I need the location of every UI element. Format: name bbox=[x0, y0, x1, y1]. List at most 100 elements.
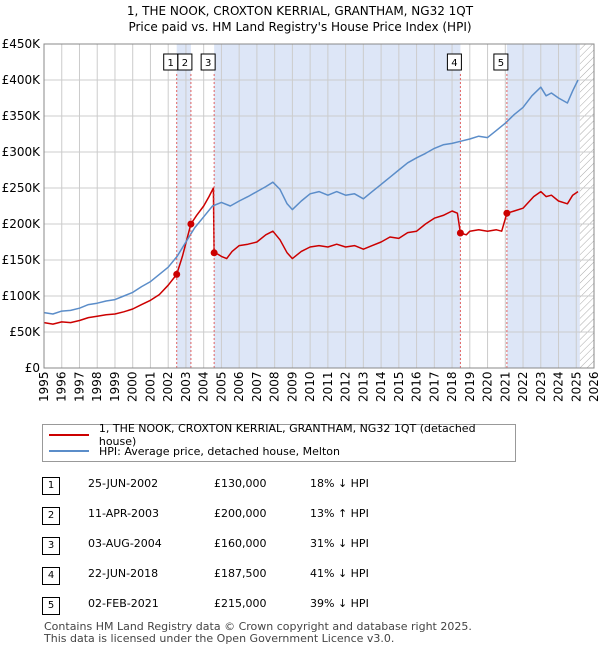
sale-date: 25-JUN-2002 bbox=[88, 477, 159, 490]
x-tick-label: 2008 bbox=[268, 371, 282, 402]
sale-price: £200,000 bbox=[214, 507, 267, 520]
legend: 1, THE NOOK, CROXTON KERRIAL, GRANTHAM, … bbox=[42, 422, 516, 462]
x-tick-label: 2017 bbox=[427, 371, 441, 402]
x-tick-label: 2007 bbox=[250, 371, 264, 402]
x-tick-label: 2024 bbox=[552, 371, 566, 402]
sale-price: £130,000 bbox=[214, 477, 267, 490]
x-tick-label: 2012 bbox=[339, 371, 353, 402]
x-tick-label: 2026 bbox=[587, 371, 600, 402]
legend-hpi-label: HPI: Average price, detached house, Melt… bbox=[99, 444, 340, 458]
sale-marker-label: 5 bbox=[498, 58, 504, 69]
sale-marker-box bbox=[493, 53, 509, 71]
table-row: 2 11-APR-2003 £200,000 13% ↑ HPI bbox=[42, 504, 442, 525]
x-tick-label: 2023 bbox=[534, 371, 548, 402]
sale-date: 02-FEB-2021 bbox=[88, 597, 159, 610]
y-tick-label: £350K bbox=[2, 109, 42, 123]
plot-frame bbox=[43, 43, 595, 369]
table-row: 5 02-FEB-2021 £215,000 39% ↓ HPI bbox=[42, 594, 442, 615]
x-tick-label: 1996 bbox=[55, 371, 69, 402]
chart-subtitle: Price paid vs. HM Land Registry's House … bbox=[128, 20, 472, 34]
y-tick-label: £0 bbox=[25, 361, 40, 375]
x-tick-label: 2002 bbox=[161, 371, 175, 402]
sale-date: 11-APR-2003 bbox=[88, 507, 160, 520]
footer-copyright: Contains HM Land Registry data © Crown c… bbox=[44, 620, 472, 633]
y-tick-label: £200K bbox=[2, 217, 42, 231]
shaded-interval bbox=[176, 44, 191, 368]
sale-marker-label: 2 bbox=[182, 58, 188, 69]
y-tick-label: £50K bbox=[9, 325, 41, 339]
table-row: 1 25-JUN-2002 £130,000 18% ↓ HPI bbox=[42, 474, 442, 495]
sale-number-badge: 3 bbox=[42, 537, 60, 555]
x-tick-label: 2006 bbox=[232, 371, 246, 402]
x-tick-label: 1995 bbox=[37, 371, 51, 402]
y-tick-label: £150K bbox=[2, 253, 42, 267]
legend-hpi-swatch bbox=[49, 450, 89, 452]
x-tick-label: 2010 bbox=[303, 371, 317, 402]
sale-hpi-diff: 13% ↑ HPI bbox=[310, 507, 369, 520]
sale-point bbox=[456, 229, 464, 237]
sale-number-badge: 1 bbox=[42, 477, 60, 495]
legend-price-label: 1, THE NOOK, CROXTON KERRIAL, GRANTHAM, … bbox=[98, 422, 476, 448]
sale-point bbox=[173, 270, 181, 278]
x-tick-label: 1997 bbox=[72, 371, 86, 402]
sale-point bbox=[187, 220, 195, 228]
sale-marker-label: 1 bbox=[168, 58, 174, 69]
x-tick-label: 2015 bbox=[392, 371, 406, 402]
x-tick-label: 2018 bbox=[445, 371, 459, 402]
x-tick-label: 2003 bbox=[179, 371, 193, 402]
legend-item-hpi: HPI: Average price, detached house, Melt… bbox=[49, 443, 340, 459]
sale-number-badge: 2 bbox=[42, 507, 60, 525]
sale-date: 03-AUG-2004 bbox=[88, 537, 162, 550]
sale-marker-label: 3 bbox=[205, 58, 211, 69]
sale-number-badge: 4 bbox=[42, 567, 60, 585]
sale-price: £160,000 bbox=[214, 537, 267, 550]
sale-price: £187,500 bbox=[214, 567, 267, 580]
x-tick-label: 2013 bbox=[356, 371, 370, 402]
x-tick-label: 2009 bbox=[285, 371, 299, 402]
series-line-price bbox=[43, 187, 579, 325]
footer-licence: This data is licensed under the Open Gov… bbox=[44, 632, 395, 645]
hatched-region bbox=[579, 44, 594, 368]
table-row: 3 03-AUG-2004 £160,000 31% ↓ HPI bbox=[42, 534, 442, 555]
x-tick-label: 2014 bbox=[374, 371, 388, 402]
sale-marker-box bbox=[177, 53, 193, 71]
sale-hpi-diff: 39% ↓ HPI bbox=[310, 597, 369, 610]
x-tick-label: 2022 bbox=[516, 371, 530, 402]
sale-hpi-diff: 41% ↓ HPI bbox=[310, 567, 369, 580]
sale-marker-box bbox=[446, 53, 462, 71]
price-chart: £0 £50K £100K £150K £200K £250K £300K £350K £400… bbox=[2, 37, 600, 402]
x-tick-label: 2020 bbox=[481, 371, 495, 402]
sale-marker-label: 4 bbox=[451, 58, 457, 69]
shaded-interval bbox=[214, 44, 461, 368]
x-tick-label: 2025 bbox=[569, 371, 583, 402]
y-tick-label: £100K bbox=[2, 289, 42, 303]
x-tick-label: 2000 bbox=[126, 371, 140, 402]
sale-hpi-diff: 18% ↓ HPI bbox=[310, 477, 369, 490]
x-tick-label: 2001 bbox=[143, 371, 157, 402]
chart-title: 1, THE NOOK, CROXTON KERRIAL, GRANTHAM, … bbox=[126, 4, 474, 18]
shaded-interval bbox=[506, 44, 580, 368]
sale-point bbox=[210, 249, 218, 257]
table-row: 4 22-JUN-2018 £187,500 41% ↓ HPI bbox=[42, 564, 442, 585]
sale-price: £215,000 bbox=[214, 597, 267, 610]
sale-point bbox=[503, 209, 511, 217]
x-tick-label: 1999 bbox=[108, 371, 122, 402]
sale-marker-box bbox=[200, 53, 216, 71]
y-tick-label: £250K bbox=[2, 181, 42, 195]
y-tick-label: £300K bbox=[2, 145, 42, 159]
y-tick-label: £450K bbox=[2, 37, 42, 51]
series-line-hpi bbox=[43, 79, 579, 315]
x-tick-label: 2019 bbox=[463, 371, 477, 402]
sale-hpi-diff: 31% ↓ HPI bbox=[310, 537, 369, 550]
sale-date: 22-JUN-2018 bbox=[88, 567, 159, 580]
x-tick-label: 2016 bbox=[410, 371, 424, 402]
legend-price-swatch bbox=[49, 434, 89, 436]
x-tick-label: 2011 bbox=[321, 371, 335, 402]
x-tick-label: 2021 bbox=[498, 371, 512, 402]
x-tick-label: 2005 bbox=[214, 371, 228, 402]
sale-number-badge: 5 bbox=[42, 597, 60, 615]
legend-item-price: 1, THE NOOK, CROXTON KERRIAL, GRANTHAM, … bbox=[49, 422, 515, 448]
x-tick-label: 2004 bbox=[197, 371, 211, 402]
y-tick-label: £400K bbox=[2, 73, 42, 87]
x-tick-label: 1998 bbox=[90, 371, 104, 402]
